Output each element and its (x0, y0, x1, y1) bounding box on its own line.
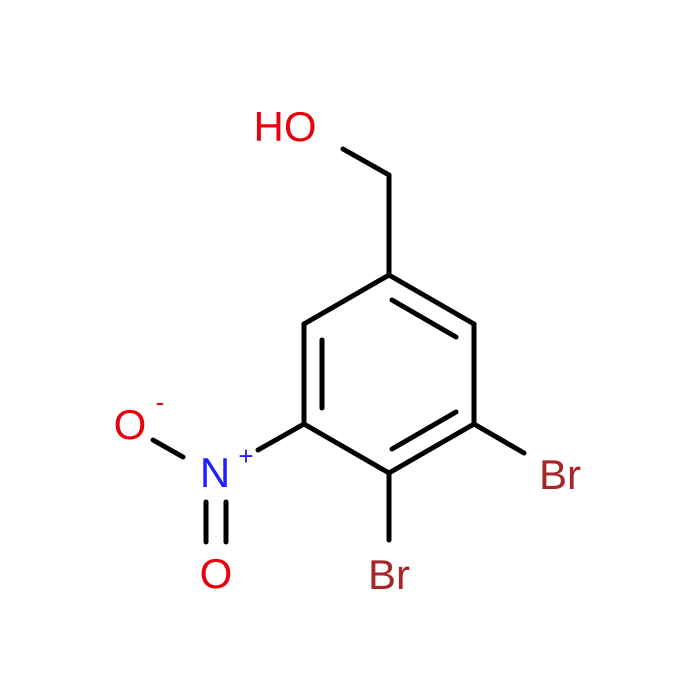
inner-bond (389, 297, 459, 340)
bond (301, 421, 392, 476)
bond (471, 421, 527, 456)
bond (255, 421, 307, 453)
charge-label: + (238, 441, 253, 471)
bond (386, 421, 477, 476)
bond (340, 146, 392, 178)
bonds (150, 146, 527, 545)
atom-label: Br (539, 451, 581, 498)
atom-label: N (200, 449, 230, 496)
bond (386, 272, 477, 327)
atom-label: O (114, 401, 147, 448)
atom-label: HO (254, 103, 317, 150)
atom-label: Br (368, 551, 410, 598)
inner-bond (389, 409, 459, 452)
bond (150, 437, 186, 460)
atom-label: O (200, 550, 233, 597)
bond (301, 272, 392, 327)
charge-label: - (156, 387, 165, 417)
